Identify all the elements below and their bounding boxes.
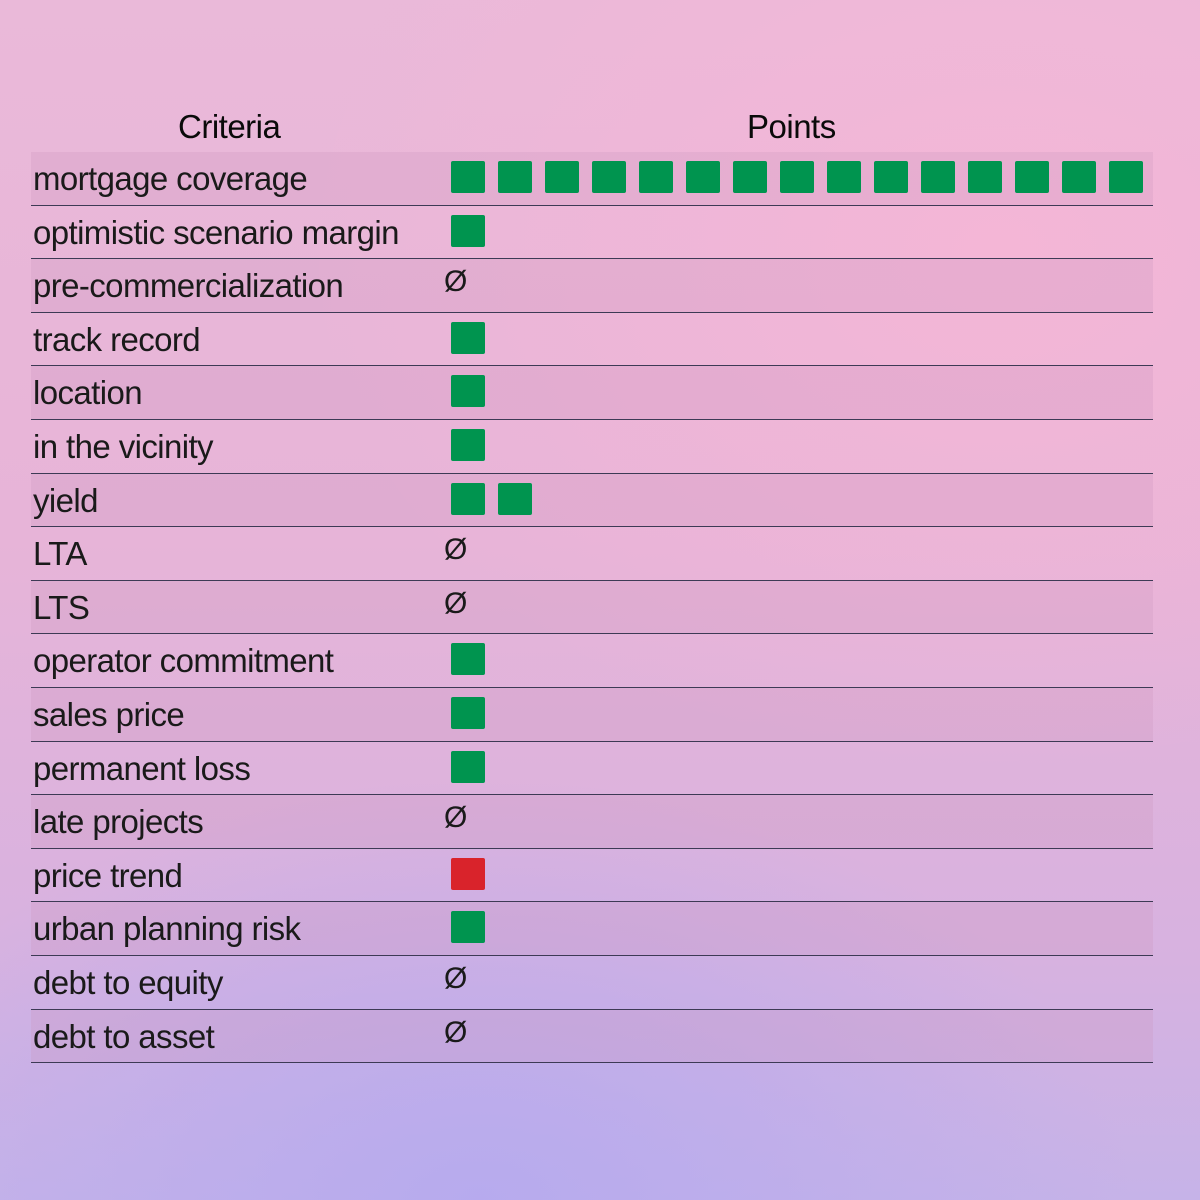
empty-points-mark: Ø: [444, 801, 468, 835]
point-square: [921, 161, 955, 193]
point-square: [686, 161, 720, 193]
points-cell: [451, 321, 1151, 356]
criteria-label: debt to equity: [33, 963, 223, 1001]
table-row: in the vicinity: [31, 420, 1153, 474]
empty-points-mark: Ø: [444, 265, 468, 299]
criteria-label: optimistic scenario margin: [33, 213, 399, 251]
criteria-label: sales price: [33, 695, 185, 733]
points-cell: [451, 482, 1151, 517]
criteria-label: LTS: [33, 588, 90, 626]
point-square: [874, 161, 908, 193]
table-row: urban planning risk: [31, 902, 1153, 956]
points-cell: [451, 375, 1151, 409]
criteria-label: track record: [33, 320, 201, 358]
table-row: LTS Ø: [31, 580, 1153, 635]
points-cell: [451, 750, 1151, 785]
points-cell: Ø: [444, 587, 1151, 624]
point-square: [1062, 161, 1096, 193]
point-square: [733, 161, 767, 193]
table-row: late projects Ø: [31, 795, 1153, 849]
criteria-label: price trend: [33, 856, 183, 894]
points-cell: [451, 214, 1151, 249]
points-cell: [451, 428, 1151, 463]
table-row: optimistic scenario margin: [31, 206, 1153, 260]
point-square: [451, 428, 485, 461]
points-cell: Ø: [444, 1016, 1151, 1053]
criteria-label: LTA: [33, 535, 87, 573]
table-row: yield: [31, 473, 1153, 528]
points-cell: [451, 696, 1151, 731]
empty-points-mark: Ø: [444, 1015, 468, 1049]
table-row: permanent loss: [31, 742, 1153, 796]
points-header: Points: [747, 108, 836, 145]
point-square: [1109, 161, 1143, 193]
point-square: [451, 161, 485, 193]
point-square: [592, 161, 626, 193]
points-cell: [451, 161, 1151, 195]
table-row: mortgage coverage: [31, 152, 1153, 206]
points-cell: [451, 857, 1151, 892]
criteria-header: Criteria: [178, 108, 281, 145]
table-row: operator commitment: [31, 634, 1153, 688]
criteria-label: location: [33, 374, 143, 412]
point-square: [827, 161, 861, 193]
table-row: sales price: [31, 687, 1153, 742]
criteria-label: operator commitment: [33, 642, 334, 680]
point-square: [498, 482, 532, 515]
points-cell: [451, 911, 1151, 945]
criteria-label: permanent loss: [33, 749, 251, 787]
point-square: [451, 911, 485, 944]
criteria-label: urban planning risk: [33, 910, 301, 948]
empty-points-mark: Ø: [444, 533, 468, 567]
points-cell: Ø: [444, 265, 1151, 302]
criteria-label: in the vicinity: [33, 427, 214, 465]
point-square: [451, 643, 485, 676]
criteria-label: debt to asset: [33, 1017, 215, 1055]
point-square: [968, 161, 1002, 193]
point-square: [498, 161, 532, 193]
points-cell: Ø: [444, 801, 1151, 838]
table-row: track record: [31, 313, 1153, 367]
table-row: LTA Ø: [31, 527, 1153, 581]
point-square: [780, 161, 814, 193]
criteria-label: yield: [33, 481, 98, 519]
table-row: location: [31, 366, 1153, 420]
empty-points-mark: Ø: [444, 586, 468, 620]
points-cell: Ø: [444, 533, 1151, 570]
table-row: pre-commercialization Ø: [31, 259, 1153, 313]
point-square: [451, 214, 485, 247]
points-cell: [451, 643, 1151, 677]
point-square: [451, 321, 485, 354]
point-square: [1015, 161, 1049, 193]
point-square: [451, 857, 485, 890]
table-row: price trend: [31, 849, 1153, 903]
point-square: [451, 375, 485, 408]
table-row: debt to asset Ø: [31, 1009, 1153, 1064]
point-square: [545, 161, 579, 193]
score-table: mortgage coverage optimistic scenario mar…: [31, 152, 1153, 1064]
table-row: debt to equity Ø: [31, 956, 1153, 1010]
point-square: [451, 696, 485, 729]
criteria-label: mortgage coverage: [33, 160, 308, 197]
points-cell: Ø: [444, 962, 1151, 999]
point-square: [639, 161, 673, 193]
criteria-label: late projects: [33, 803, 204, 841]
point-square: [451, 750, 485, 783]
empty-points-mark: Ø: [444, 961, 468, 995]
criteria-label: pre-commercialization: [33, 267, 344, 305]
point-square: [451, 482, 485, 515]
